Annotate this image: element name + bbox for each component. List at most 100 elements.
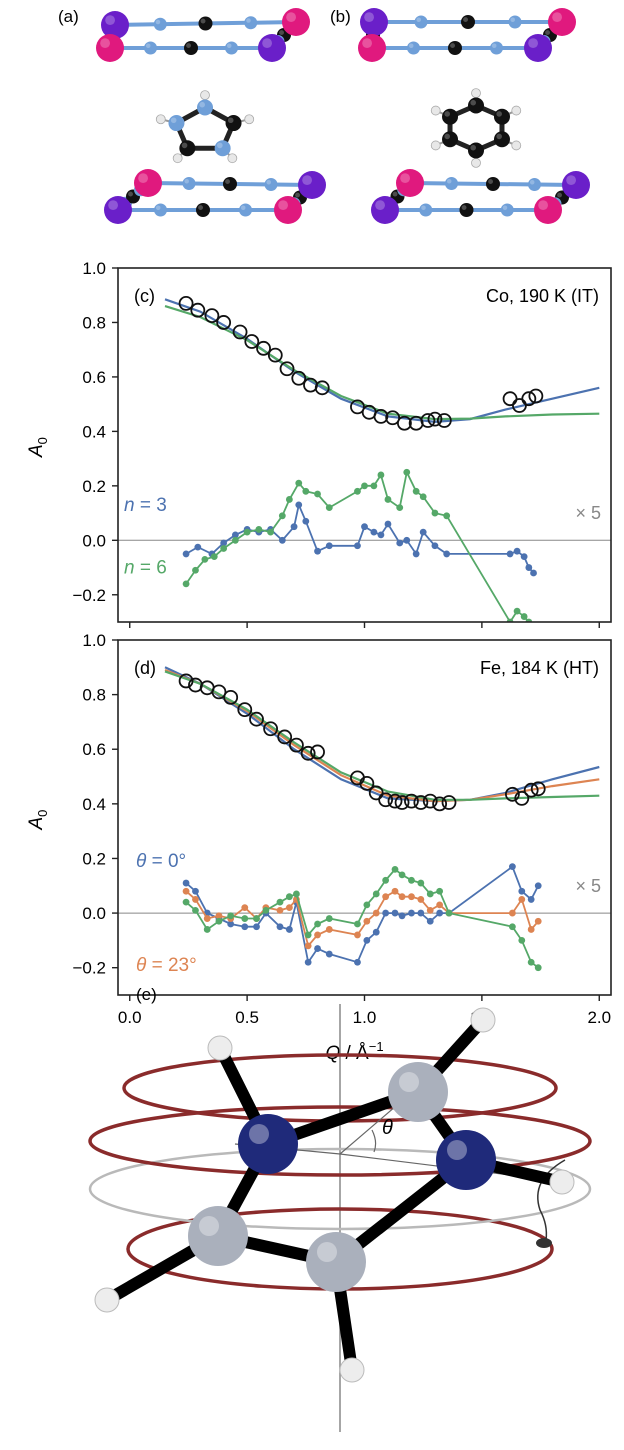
residual-point	[396, 504, 404, 512]
hydrogen-atom	[430, 140, 441, 151]
carbon-atom	[306, 1232, 366, 1292]
atom	[407, 41, 420, 55]
residual-point	[417, 879, 425, 887]
residual-point	[295, 479, 303, 487]
atom	[96, 34, 124, 62]
residual-point	[302, 517, 310, 525]
residual-point	[363, 936, 371, 944]
residual-point	[412, 487, 420, 495]
series-label-var: θ	[136, 851, 147, 872]
atom	[282, 8, 310, 36]
observed-point	[528, 388, 544, 404]
observed-point	[249, 711, 264, 727]
residual-point	[419, 528, 427, 536]
residual-point	[396, 539, 404, 547]
atom-highlight	[444, 133, 451, 140]
atom-highlight	[286, 12, 296, 22]
atom	[448, 41, 462, 55]
residual-point	[182, 879, 190, 887]
residual-point	[255, 526, 263, 533]
residual-point	[210, 553, 218, 561]
atom-highlight	[186, 43, 191, 48]
residual-point	[408, 909, 415, 917]
residual-point	[377, 471, 385, 479]
residual-point	[231, 531, 239, 539]
residual-point	[509, 863, 516, 871]
atom	[548, 8, 576, 36]
observed-point	[404, 793, 419, 809]
observed-point	[350, 399, 365, 415]
residual-point	[182, 887, 190, 895]
residual-point	[431, 509, 439, 517]
residual-point	[262, 906, 270, 914]
fit-line-4c72b0	[164, 666, 600, 803]
y-axis-label-sub: 0	[35, 810, 50, 817]
residual-point	[417, 896, 425, 903]
y-tick-label: 0.4	[82, 422, 106, 441]
residual-point	[354, 920, 361, 928]
atom	[225, 41, 238, 55]
atom	[493, 131, 510, 148]
atom-highlight	[566, 175, 576, 186]
atom	[184, 41, 198, 55]
atom-highlight	[279, 30, 284, 35]
atom-highlight	[446, 178, 452, 184]
y-tick-label: 0.2	[82, 849, 106, 868]
hydrogen-atom	[471, 88, 481, 99]
residual-point	[426, 917, 434, 925]
residual-point	[192, 566, 199, 574]
residual-point	[293, 890, 300, 898]
residual-point	[227, 912, 235, 920]
observed-point	[279, 361, 295, 377]
molecular-cage-structure-a	[96, 8, 326, 224]
hydrogen-atom	[200, 90, 210, 101]
residual-point	[194, 543, 202, 551]
residual-point	[513, 547, 521, 555]
residual-point	[285, 926, 293, 933]
residual-point	[513, 607, 521, 615]
atom	[239, 203, 252, 217]
observed-point	[289, 737, 304, 753]
residual-point	[227, 920, 235, 928]
hydrogen-atom	[470, 1007, 496, 1033]
residual-point	[382, 893, 390, 901]
x-tick-label: 0.0	[118, 1008, 142, 1027]
residual-point	[372, 890, 380, 898]
residual-point	[426, 906, 434, 914]
middle-ring	[88, 1105, 592, 1177]
observed-point	[204, 308, 220, 324]
y-axis-label-var: A	[26, 817, 47, 831]
atom-highlight	[227, 117, 234, 124]
observed-point	[523, 782, 539, 798]
atom	[358, 34, 386, 62]
residual-point	[361, 523, 368, 531]
molecular-cage-structure-b	[358, 8, 590, 224]
residual-point	[231, 536, 239, 544]
atom-highlight	[444, 111, 451, 117]
atom	[360, 8, 388, 36]
residual-point	[253, 923, 260, 931]
observed-point	[178, 673, 194, 689]
observed-point	[385, 410, 401, 426]
series-label-rest: = 0°	[146, 851, 186, 872]
atom	[214, 140, 231, 157]
theta-label: θ	[382, 1117, 393, 1139]
carbon-atom	[388, 1062, 448, 1122]
residual-point	[325, 915, 333, 922]
series-label-var: n	[124, 495, 135, 516]
atom-highlight	[421, 205, 426, 211]
residual-point	[182, 550, 190, 558]
nitrogen-atom	[238, 1114, 298, 1174]
atom-highlight	[138, 173, 149, 184]
residual-point	[403, 468, 411, 476]
residual-point	[203, 915, 211, 922]
residual-point	[241, 915, 249, 922]
observed-point	[373, 409, 389, 424]
atom-highlight	[200, 18, 206, 24]
observed-point	[216, 315, 232, 330]
atom-highlight	[181, 142, 188, 149]
atom	[508, 15, 522, 29]
atom	[419, 203, 433, 217]
atom	[144, 41, 157, 55]
atom	[493, 108, 510, 125]
